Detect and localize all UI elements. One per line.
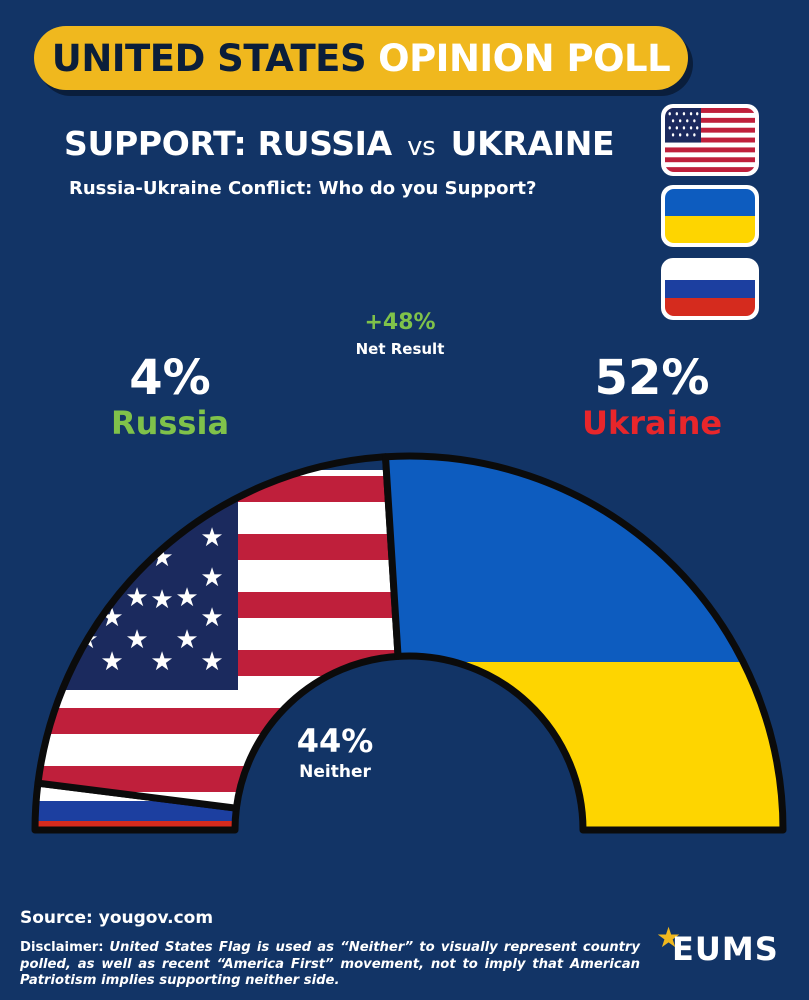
neither-label: Neither: [299, 762, 371, 782]
ukraine-flag-icon: [661, 185, 759, 247]
russia-label: Russia: [110, 404, 230, 442]
title-ukraine: UKRAINE: [450, 124, 615, 163]
russia-flag-icon: [661, 258, 759, 320]
disclaimer-label: Disclaimer:: [20, 940, 104, 955]
title-russia: SUPPORT: RUSSIA: [64, 124, 392, 163]
disclaimer-body: United States Flag is used as “Neither” …: [20, 940, 640, 988]
semicircle-chart: ★★★ ★★★ ★★★ ★★★ ★★★ ★★★: [31, 452, 787, 834]
eums-logo: ★ EUMS: [656, 921, 779, 969]
ukraine-segment: [382, 452, 787, 834]
title-vs: vs: [407, 132, 436, 162]
ukraine-label: Ukraine: [581, 404, 723, 442]
net-result-label: Net Result: [355, 340, 445, 358]
us-flag-icon: [661, 104, 759, 176]
disclaimer-text: Disclaimer: United States Flag is used a…: [20, 940, 640, 990]
logo-text: EUMS: [672, 930, 779, 968]
banner-country: UNITED STATES: [51, 36, 367, 80]
neither-segment: [34, 453, 402, 812]
chart-subtitle: Russia-Ukraine Conflict: Who do you Supp…: [69, 178, 537, 199]
star-icon: ★: [656, 921, 682, 954]
banner-poll: OPINION POLL: [378, 36, 671, 80]
ukraine-percent: 52%: [594, 350, 710, 406]
source-text: Source: yougov.com: [20, 908, 214, 928]
neither-percent: 44%: [296, 722, 374, 760]
title-banner: UNITED STATES OPINION POLL: [34, 26, 688, 90]
net-result-value: +48%: [364, 310, 436, 335]
russia-percent: 4%: [129, 350, 211, 406]
chart-title: SUPPORT: RUSSIA vs UKRAINE: [64, 124, 615, 163]
